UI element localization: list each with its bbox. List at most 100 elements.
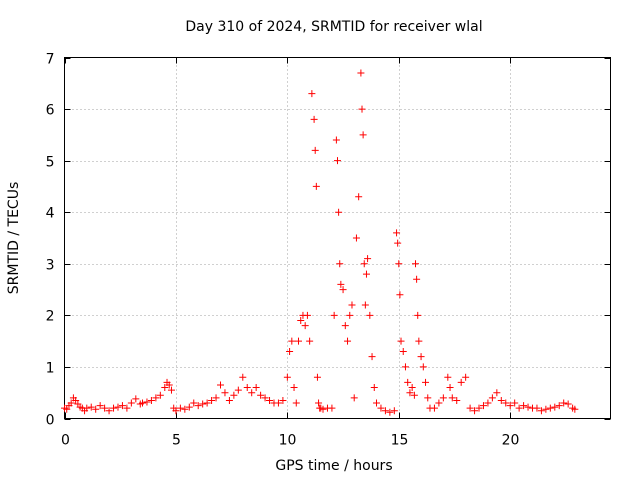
data-point (414, 311, 422, 319)
y-tick-label: 7 (46, 52, 55, 68)
data-point (167, 386, 175, 394)
data-point (484, 399, 492, 407)
data-point (430, 404, 438, 412)
data-point (313, 373, 321, 381)
data-point (311, 146, 319, 154)
data-point (92, 405, 100, 413)
data-point (419, 363, 427, 371)
data-point (422, 378, 430, 386)
data-point (466, 404, 474, 412)
data-point (283, 373, 291, 381)
data-point (524, 403, 532, 411)
data-point (290, 384, 298, 392)
x-tick-label: 15 (391, 433, 409, 449)
data-point (288, 337, 296, 345)
plot-frame (64, 57, 611, 419)
data-point (330, 311, 338, 319)
data-point (373, 399, 380, 407)
data-point (408, 384, 416, 392)
data-point (190, 399, 198, 407)
data-point (292, 399, 300, 407)
data-point (555, 402, 563, 410)
data-point (306, 337, 314, 345)
data-point (377, 404, 385, 412)
data-point (386, 408, 394, 416)
data-point (110, 404, 118, 412)
data-point (571, 405, 579, 413)
data-point (366, 311, 374, 319)
data-point (397, 337, 405, 345)
data-point (453, 396, 461, 404)
data-point (560, 399, 568, 407)
data-point (67, 399, 75, 407)
data-point (359, 131, 367, 139)
data-point (337, 280, 345, 288)
data-point (248, 389, 256, 397)
data-point (412, 260, 419, 268)
data-point (165, 381, 173, 389)
data-point (410, 391, 418, 399)
data-point (257, 391, 265, 399)
data-point (105, 407, 113, 415)
data-point (404, 378, 412, 386)
data-point (161, 384, 169, 392)
data-point (339, 286, 347, 294)
y-axis-label: SRMTID / TECUs (6, 182, 22, 295)
data-point (239, 373, 247, 381)
data-point (286, 347, 294, 355)
data-point (344, 337, 352, 345)
data-point (274, 399, 282, 407)
data-point (348, 301, 356, 309)
data-point (63, 405, 71, 413)
data-point (502, 399, 510, 407)
data-point (312, 182, 320, 190)
data-point (493, 389, 501, 397)
data-point (139, 399, 146, 407)
data-point (334, 157, 341, 165)
data-point (448, 394, 456, 402)
data-point (114, 403, 122, 411)
y-tick-label: 4 (46, 206, 55, 222)
data-point (319, 405, 327, 413)
data-point (381, 407, 389, 415)
data-point (217, 381, 224, 389)
data-point (176, 404, 184, 412)
data-point (368, 353, 376, 361)
data-point (417, 353, 425, 361)
data-point (303, 311, 311, 319)
data-point (546, 404, 554, 412)
data-point (297, 317, 305, 325)
data-point (439, 394, 447, 402)
data-point (123, 404, 131, 412)
data-point (520, 402, 528, 410)
data-point (497, 396, 505, 404)
data-point (350, 394, 358, 402)
data-point (261, 394, 269, 402)
data-point (357, 69, 365, 77)
data-point (230, 391, 238, 399)
data-point (203, 399, 211, 407)
data-point (424, 394, 432, 402)
data-point (143, 398, 151, 406)
data-point (147, 396, 155, 404)
data-point (279, 396, 287, 404)
data-point (346, 311, 354, 319)
x-axis-label: GPS time / hours (275, 458, 392, 474)
y-tick-label: 2 (46, 309, 55, 325)
data-point (551, 403, 559, 411)
data-point (355, 193, 363, 201)
data-point (194, 402, 202, 410)
data-point (457, 378, 465, 386)
data-point (118, 402, 126, 410)
data-point (413, 275, 421, 283)
data-point (358, 105, 366, 113)
y-tick-label: 5 (46, 155, 55, 171)
data-point (462, 373, 470, 381)
data-point (221, 389, 229, 397)
data-point (335, 208, 343, 216)
data-point (479, 402, 487, 410)
data-point (243, 384, 251, 392)
data-point (475, 404, 483, 412)
data-point (537, 407, 545, 415)
x-tick-label: 10 (279, 433, 297, 449)
